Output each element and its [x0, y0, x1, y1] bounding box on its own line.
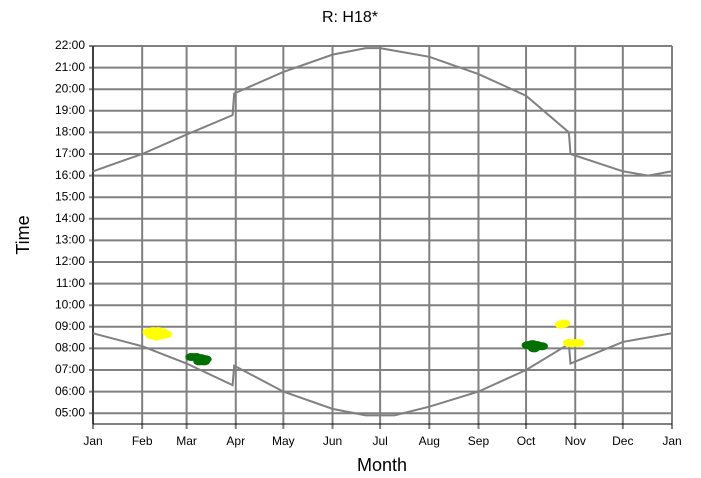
- y-tick-label: 21:00: [55, 60, 85, 74]
- y-tick-label: 06:00: [55, 384, 85, 398]
- marker: [198, 357, 211, 366]
- y-tick-label: 11:00: [56, 276, 85, 290]
- line: [92, 332, 673, 417]
- x-tick-label: Apr: [226, 434, 245, 448]
- x-tick-label: Mar: [176, 434, 197, 448]
- x-tick-label: Sep: [468, 434, 490, 448]
- x-tick-label: Aug: [419, 434, 440, 448]
- x-tick-label: Dec: [612, 434, 633, 448]
- x-tick-label: Nov: [565, 434, 586, 448]
- y-tick-label: 19:00: [55, 103, 85, 117]
- y-tick-label: 12:00: [55, 254, 85, 268]
- y-tick-label: 14:00: [55, 211, 85, 225]
- x-axis-label: Month: [357, 455, 407, 475]
- y-tick-label: 15:00: [55, 189, 85, 203]
- y-tick-label: 17:00: [55, 146, 85, 160]
- x-tick-label: Jun: [323, 434, 342, 448]
- line: [92, 47, 673, 177]
- marker: [558, 319, 571, 328]
- x-tick-label: Jan: [83, 434, 102, 448]
- y-tick-label: 05:00: [55, 405, 85, 419]
- y-tick-label: 07:00: [55, 362, 85, 376]
- y-tick-label: 22:00: [55, 38, 85, 52]
- y-tick-label: 08:00: [55, 341, 85, 355]
- y-tick-label: 18:00: [55, 125, 85, 139]
- marker: [527, 344, 540, 353]
- marker: [155, 331, 168, 340]
- y-tick-label: 10:00: [55, 297, 85, 311]
- x-tick-label: Feb: [132, 434, 153, 448]
- chart-title: R: H18*: [322, 9, 378, 26]
- x-tick-label: Jul: [372, 434, 387, 448]
- y-tick-label: 16:00: [55, 168, 85, 182]
- marker: [572, 339, 585, 347]
- y-tick-label: 09:00: [55, 319, 85, 333]
- y-axis-label: Time: [13, 215, 33, 254]
- y-tick-label: 20:00: [55, 81, 85, 95]
- y-tick-label: 13:00: [55, 233, 85, 247]
- x-tick-label: May: [272, 434, 295, 448]
- x-tick-label: Oct: [517, 434, 536, 448]
- x-tick-label: Jan: [662, 434, 681, 448]
